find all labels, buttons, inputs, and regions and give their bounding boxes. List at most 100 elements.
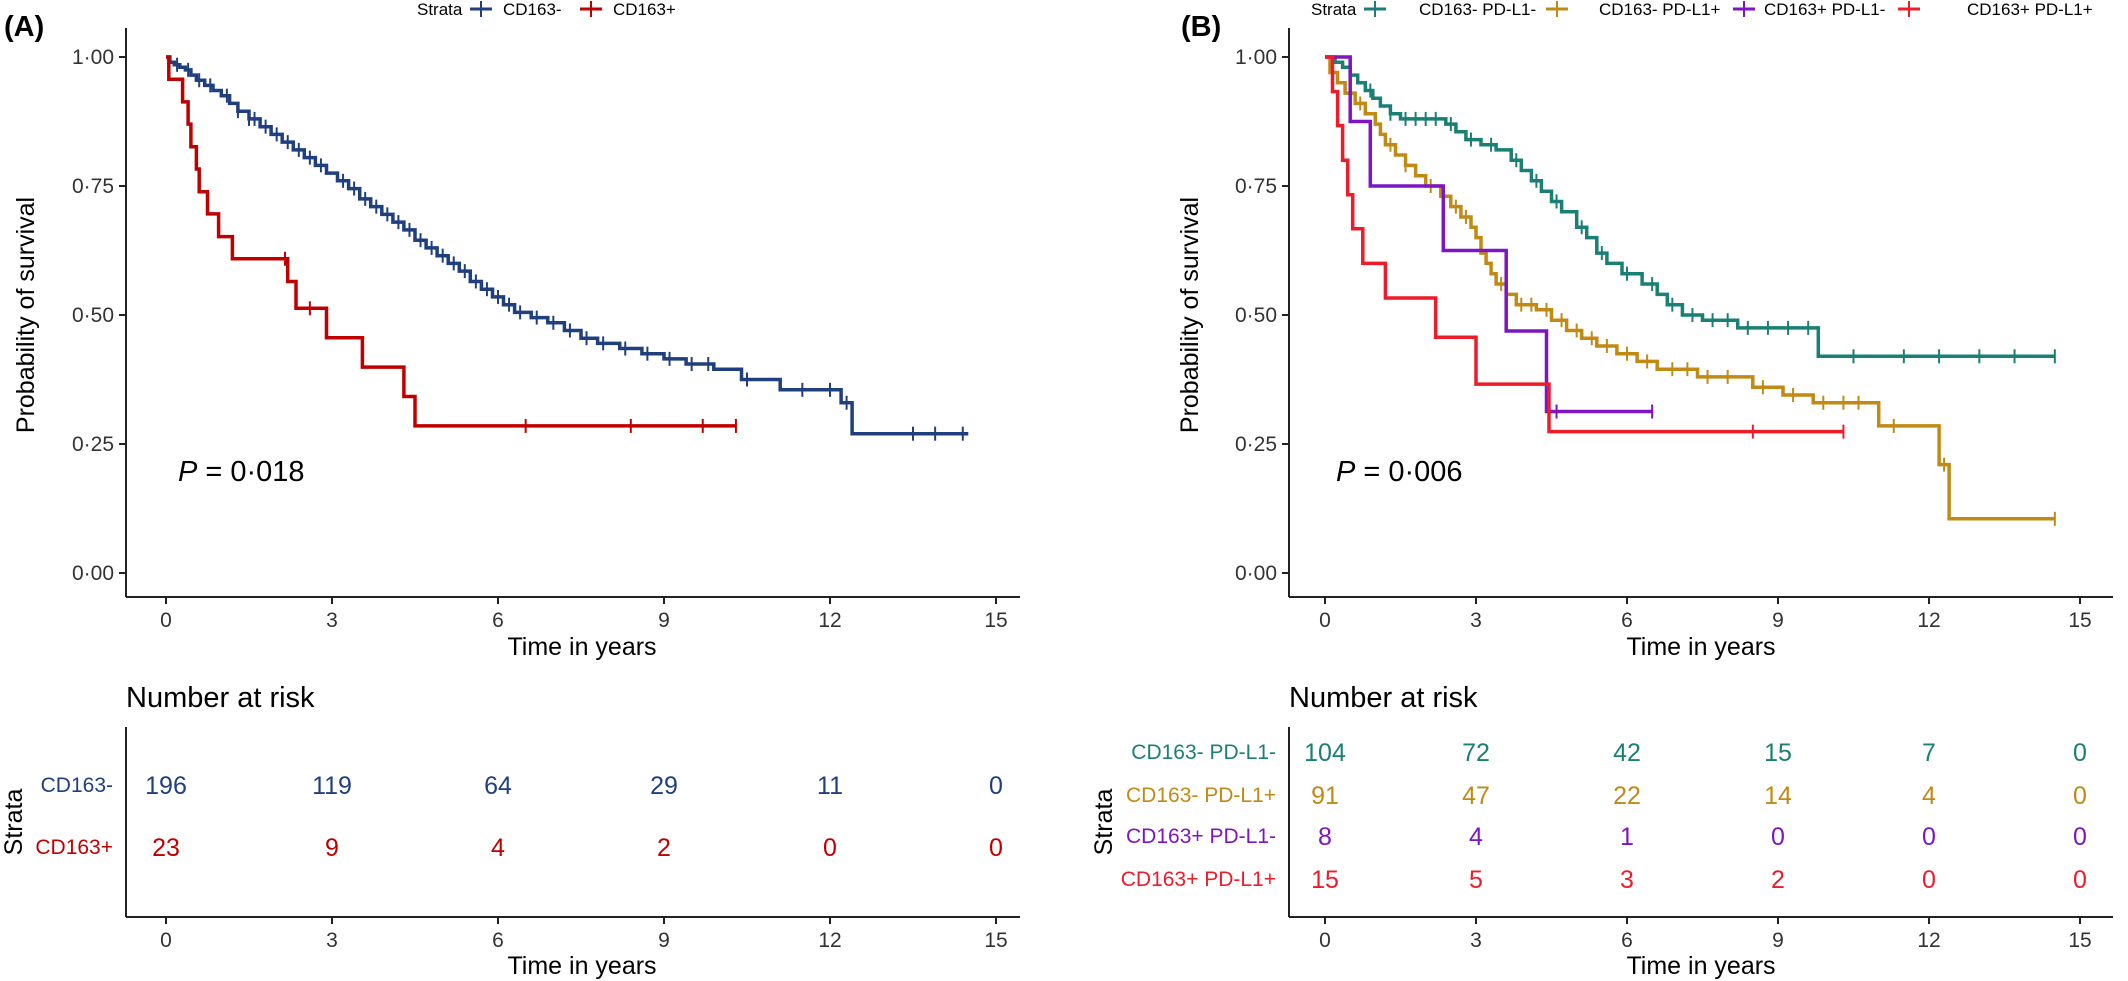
panel-b-risk-cell-1-3: 14 — [1764, 782, 1792, 810]
panel-b-ytick-label-3: 0·75 — [1235, 175, 1277, 198]
panel-b-risk-row-label-1: CD163- PD-L1+ — [1126, 784, 1276, 807]
panel-b-risk-cell-0-1: 72 — [1462, 739, 1490, 767]
panel-a-legend-title: Strata — [417, 0, 463, 19]
panel-b-risk-xtick-label-5: 15 — [2068, 929, 2091, 952]
panel-a: (A) Strata CD163- CD163+ 0·00 0·25 0·50 … — [0, 0, 1020, 980]
panel-a-ytick-label-3: 0·75 — [72, 175, 114, 198]
panel-b-legend-label-3: CD163+ PD-L1+ — [1967, 0, 2093, 19]
panel-a-p-symbol: P — [178, 456, 198, 488]
panel-a-risk-strata-title: Strata — [0, 789, 28, 856]
panel-b-risk-xtick-label-1: 3 — [1470, 929, 1482, 952]
panel-b-risk-cell-1-0: 91 — [1311, 782, 1339, 810]
panel-b-xtick-label-4: 12 — [1917, 609, 1940, 632]
panel-a-legend-label-0: CD163- — [503, 0, 562, 19]
panel-b-p-value: P = 0·006 — [1336, 456, 1463, 488]
panel-a-xtick-label-5: 15 — [984, 609, 1007, 632]
panel-b-risk-cell-1-1: 47 — [1462, 782, 1490, 810]
panel-b-risk-cell-1-5: 0 — [2073, 782, 2087, 810]
panel-a-risk-xtick-label-3: 9 — [658, 929, 670, 952]
panel-a-risk-cell-0-0: 196 — [145, 772, 187, 800]
panel-b-risk-row-label-3: CD163+ PD-L1+ — [1121, 868, 1276, 891]
panel-a-y-axis-title: Probability of survival — [12, 197, 40, 433]
panel-a-x-axis-title: Time in years — [507, 633, 656, 661]
panel-b-curve-0 — [1325, 55, 2055, 359]
panel-b-legend-label-1: CD163- PD-L1+ — [1599, 0, 1720, 19]
panel-b: (B) Strata CD163- PD-L1- CD163- PD-L1+ C… — [1090, 0, 2113, 980]
panel-a-xtick-label-1: 3 — [326, 609, 338, 632]
panel-a-risk-xtick-label-2: 6 — [492, 929, 504, 952]
panel-a-risk-cell-0-4: 11 — [817, 772, 843, 800]
panel-b-ytick-label-2: 0·50 — [1235, 304, 1277, 327]
panel-b-risk-cell-3-4: 0 — [1922, 866, 1936, 894]
panel-b-risk-cell-2-2: 1 — [1620, 823, 1634, 851]
panel-a-risk-xtick-label-5: 15 — [984, 929, 1007, 952]
panel-a-risk-title: Number at risk — [126, 682, 315, 714]
panel-a-curve-0 — [166, 55, 969, 436]
panel-b-risk-cell-1-4: 4 — [1922, 782, 1936, 810]
panel-b-legend-label-0: CD163- PD-L1- — [1419, 0, 1536, 19]
panel-a-risk-row-label-0: CD163- — [41, 774, 113, 797]
panel-b-ytick-label-0: 0·00 — [1235, 562, 1277, 585]
panel-b-y-axis-title: Probability of survival — [1176, 197, 1204, 433]
panel-a-label: (A) — [4, 11, 44, 43]
panel-b-curve-3 — [1325, 55, 1844, 434]
panel-b-legend: Strata CD163- PD-L1- CD163- PD-L1+ CD163… — [1311, 0, 2093, 19]
panel-a-risk-x-ticks: 0 3 6 9 12 15 — [160, 917, 1008, 952]
panel-b-risk-cell-2-1: 4 — [1469, 823, 1483, 851]
panel-a-risk-cell-0-1: 119 — [312, 772, 352, 800]
panel-b-risk-xtick-label-3: 9 — [1772, 929, 1784, 952]
panel-a-ytick-label-0: 0·00 — [72, 562, 114, 585]
panel-b-y-ticks: 0·00 0·25 0·50 0·75 1·00 — [1235, 46, 1289, 585]
panel-b-curve-2 — [1325, 55, 1653, 414]
panel-b-p-symbol: P — [1336, 456, 1356, 488]
panel-a-ytick-label-2: 0·50 — [72, 304, 114, 327]
panel-a-xtick-label-4: 12 — [818, 609, 841, 632]
panel-b-risk-cell-3-0: 15 — [1311, 866, 1339, 894]
panel-b-risk-xtick-label-0: 0 — [1319, 929, 1331, 952]
panel-a-risk-cell-1-3: 2 — [657, 834, 671, 862]
panel-a-ytick-label-4: 1·00 — [72, 46, 114, 69]
panel-a-p-value: P = 0·018 — [178, 456, 305, 488]
panel-b-curve-1 — [1325, 55, 2055, 521]
panel-b-risk-xtick-label-4: 12 — [1917, 929, 1940, 952]
panel-a-risk-row-label-1: CD163+ — [35, 836, 113, 859]
panel-b-risk-xtick-label-2: 6 — [1621, 929, 1633, 952]
panel-a-risk-table: CD163- 196 119 64 29 11 0 CD163+ 23 9 4 2 0 0 — [35, 772, 1003, 862]
panel-a-risk-xtick-label-1: 3 — [326, 929, 338, 952]
panel-b-risk-row-label-0: CD163- PD-L1- — [1131, 741, 1276, 764]
panel-b-xtick-label-5: 15 — [2068, 609, 2091, 632]
panel-a-ytick-label-1: 0·25 — [72, 433, 114, 456]
panel-b-risk-strata-title: Strata — [1090, 789, 1118, 856]
panel-b-risk-cell-2-5: 0 — [2073, 823, 2087, 851]
panel-b-xtick-label-2: 6 — [1621, 609, 1633, 632]
panel-b-risk-cell-0-2: 42 — [1613, 739, 1641, 767]
panel-b-risk-cell-3-3: 2 — [1771, 866, 1785, 894]
panel-a-risk-cell-1-0: 23 — [152, 834, 180, 862]
panel-a-xtick-label-2: 6 — [492, 609, 504, 632]
panel-b-risk-cell-3-5: 0 — [2073, 866, 2087, 894]
panel-b-xtick-label-3: 9 — [1772, 609, 1784, 632]
panel-b-x-ticks: 0 3 6 9 12 15 — [1319, 597, 2092, 632]
panel-b-xtick-label-0: 0 — [1319, 609, 1331, 632]
panel-b-risk-cell-2-4: 0 — [1922, 823, 1936, 851]
panel-a-x-ticks: 0 3 6 9 12 15 — [160, 597, 1008, 632]
panel-a-curves — [166, 55, 969, 441]
panel-b-risk-cell-0-4: 7 — [1922, 739, 1936, 767]
panel-b-risk-cell-3-1: 5 — [1469, 866, 1483, 894]
panel-b-risk-x-ticks: 0 3 6 9 12 15 — [1319, 917, 2092, 952]
panel-b-curves — [1325, 55, 2056, 526]
panel-b-x-axis-title: Time in years — [1626, 633, 1775, 661]
panel-a-risk-xtick-label-4: 12 — [818, 929, 841, 952]
panel-a-risk-cell-1-1: 9 — [325, 834, 339, 862]
panel-a-xtick-label-3: 9 — [658, 609, 670, 632]
panel-a-risk-cell-0-2: 64 — [484, 772, 512, 800]
panel-a-risk-cell-0-3: 29 — [650, 772, 678, 800]
panel-b-label: (B) — [1181, 11, 1221, 43]
panel-a-y-ticks: 0·00 0·25 0·50 0·75 1·00 — [72, 46, 126, 585]
panel-b-risk-cell-0-0: 104 — [1304, 739, 1346, 767]
panel-b-risk-cell-2-0: 8 — [1318, 823, 1332, 851]
panel-a-risk-cell-0-5: 0 — [989, 772, 1003, 800]
panel-b-p-text: = 0·006 — [1355, 456, 1462, 488]
